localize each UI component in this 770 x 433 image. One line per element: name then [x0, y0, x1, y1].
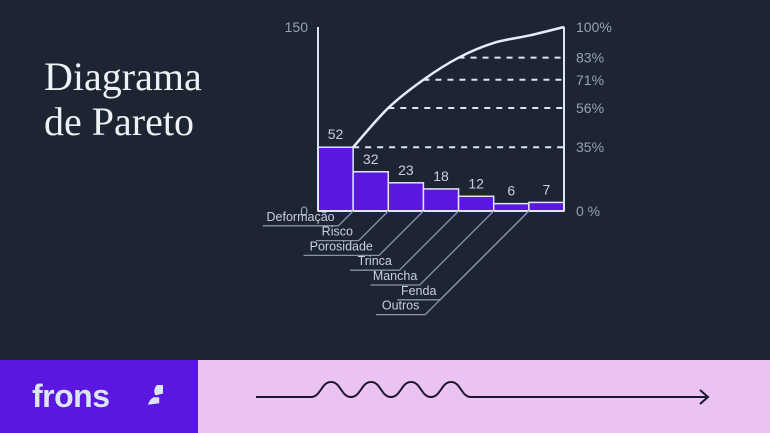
svg-text:100%: 100% [576, 19, 612, 35]
svg-text:Risco: Risco [322, 225, 353, 239]
svg-text:6: 6 [507, 183, 515, 199]
svg-text:71%: 71% [576, 72, 604, 88]
svg-text:0 %: 0 % [576, 203, 600, 219]
svg-text:23: 23 [398, 162, 414, 178]
svg-text:Trinca: Trinca [358, 254, 392, 268]
svg-text:Fenda: Fenda [401, 284, 436, 298]
svg-text:Mancha: Mancha [373, 269, 418, 283]
svg-text:32: 32 [363, 151, 379, 167]
svg-text:83%: 83% [576, 50, 604, 66]
svg-text:150: 150 [285, 19, 309, 35]
svg-text:7: 7 [543, 181, 551, 197]
svg-text:Porosidade: Porosidade [310, 239, 373, 253]
svg-text:12: 12 [468, 175, 484, 191]
svg-text:56%: 56% [576, 100, 604, 116]
svg-text:Outros: Outros [382, 299, 420, 313]
svg-text:52: 52 [328, 126, 344, 142]
svg-text:frons: frons [32, 378, 110, 414]
svg-text:35%: 35% [576, 139, 604, 155]
svg-text:18: 18 [433, 168, 449, 184]
svg-text:Deformação: Deformação [267, 210, 335, 224]
